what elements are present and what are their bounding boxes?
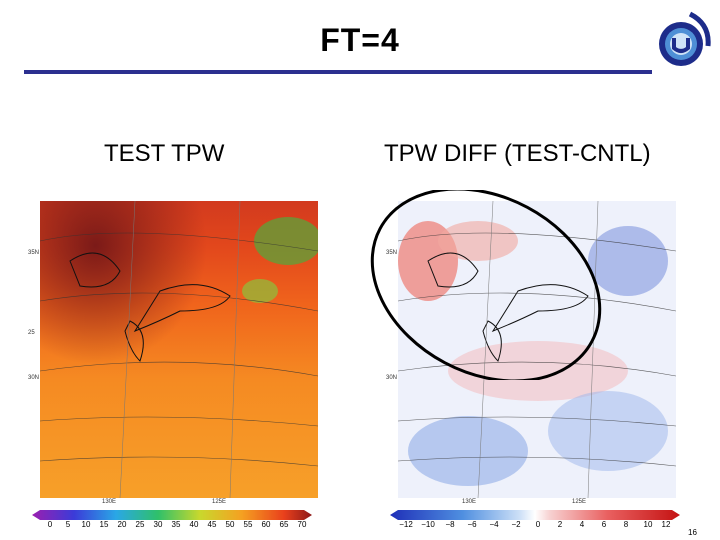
- left-lat-label: 25: [28, 330, 35, 336]
- tick-label: 12: [661, 520, 671, 529]
- right-lon-label: 125E: [572, 499, 587, 505]
- tick-label: 15: [99, 520, 109, 529]
- tpw-colorbar-ticks: 0 5 10 15 20 25 30 35 40 45 50 55 60 65 …: [32, 520, 312, 532]
- tick-label: 35: [171, 520, 181, 529]
- tick-label: −12: [399, 520, 413, 529]
- title-underline: [24, 70, 652, 74]
- tpw-diff-colorbar: [390, 510, 680, 520]
- tpw-colorbar: [32, 510, 312, 520]
- tick-label: 25: [135, 520, 145, 529]
- organization-logo-icon: [659, 11, 711, 66]
- left-lat-label: 35N: [28, 250, 40, 256]
- tick-label: 0: [47, 520, 53, 529]
- tick-label: 60: [261, 520, 271, 529]
- tick-label: −4: [489, 520, 499, 529]
- left-lat-label: 30N: [28, 375, 40, 381]
- right-lat-label: 35N: [386, 250, 398, 256]
- highlight-ellipse: [370, 190, 602, 380]
- left-lon-label: 130E: [102, 499, 117, 505]
- tick-label: 40: [189, 520, 199, 529]
- left-panel-label: TEST TPW: [104, 140, 225, 167]
- right-lon-label: 130E: [462, 499, 477, 505]
- tick-label: 0: [535, 520, 541, 529]
- tpw-diff-colorbar-ticks: −12 −10 −8 −6 −4 −2 0 2 4 6 8 10 12: [390, 520, 680, 532]
- tick-label: 55: [243, 520, 253, 529]
- tick-label: 8: [623, 520, 629, 529]
- tick-label: 45: [207, 520, 217, 529]
- tick-label: 10: [643, 520, 653, 529]
- tick-label: 4: [579, 520, 585, 529]
- tick-label: −10: [421, 520, 435, 529]
- tick-label: 70: [297, 520, 307, 529]
- right-lat-label: 30N: [386, 375, 398, 381]
- right-panel-label: TPW DIFF (TEST-CNTL): [384, 140, 651, 167]
- tick-label: 5: [65, 520, 71, 529]
- tick-label: 10: [81, 520, 91, 529]
- page-number: 16: [688, 528, 697, 537]
- tick-label: −8: [445, 520, 455, 529]
- tick-label: −6: [467, 520, 477, 529]
- left-lon-label: 125E: [212, 499, 227, 505]
- tick-label: 20: [117, 520, 127, 529]
- tick-label: 2: [557, 520, 563, 529]
- tpw-map: [40, 201, 318, 498]
- tick-label: 30: [153, 520, 163, 529]
- slide-title: FT=4: [320, 22, 400, 58]
- tick-label: −2: [511, 520, 521, 529]
- tick-label: 6: [601, 520, 607, 529]
- tick-label: 65: [279, 520, 289, 529]
- tick-label: 50: [225, 520, 235, 529]
